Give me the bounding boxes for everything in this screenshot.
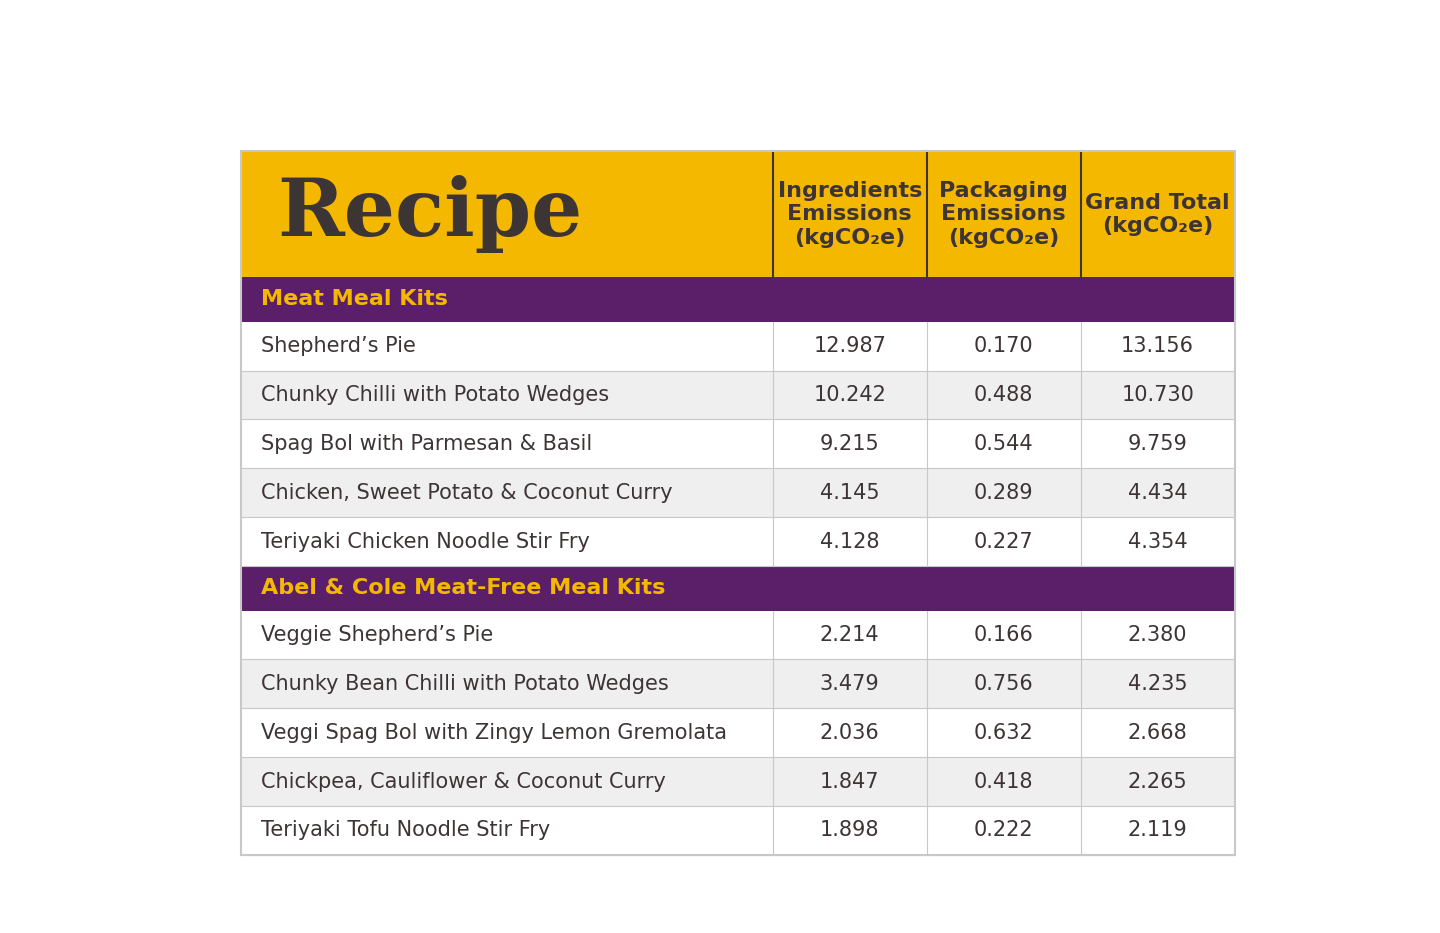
Text: 4.434: 4.434 <box>1128 482 1188 503</box>
Text: 0.170: 0.170 <box>973 336 1034 356</box>
Bar <box>242 757 1234 806</box>
Text: 0.544: 0.544 <box>973 434 1034 453</box>
Text: Teriyaki Tofu Noodle Stir Fry: Teriyaki Tofu Noodle Stir Fry <box>262 820 550 841</box>
Text: 3.479: 3.479 <box>819 674 880 694</box>
Text: Teriyaki Chicken Noodle Stir Fry: Teriyaki Chicken Noodle Stir Fry <box>262 532 590 551</box>
Text: Ingredients
Emissions
(kgCO₂e): Ingredients Emissions (kgCO₂e) <box>778 181 922 247</box>
Text: Recipe: Recipe <box>276 175 582 254</box>
Text: 10.730: 10.730 <box>1122 385 1194 405</box>
Text: 0.289: 0.289 <box>973 482 1034 503</box>
Text: Chickpea, Cauliflower & Coconut Curry: Chickpea, Cauliflower & Coconut Curry <box>262 772 667 791</box>
Text: 13.156: 13.156 <box>1122 336 1194 356</box>
Text: Chicken, Sweet Potato & Coconut Curry: Chicken, Sweet Potato & Coconut Curry <box>262 482 672 503</box>
Text: 0.222: 0.222 <box>973 820 1034 841</box>
Text: Shepherd’s Pie: Shepherd’s Pie <box>262 336 416 356</box>
Bar <box>242 708 1234 757</box>
Text: Spag Bol with Parmesan & Basil: Spag Bol with Parmesan & Basil <box>262 434 593 453</box>
Bar <box>242 151 1234 855</box>
Text: 12.987: 12.987 <box>814 336 886 356</box>
Text: 2.036: 2.036 <box>819 723 880 743</box>
Text: 0.227: 0.227 <box>973 532 1034 551</box>
Text: 0.418: 0.418 <box>973 772 1034 791</box>
Bar <box>242 322 1234 370</box>
Text: 2.265: 2.265 <box>1128 772 1188 791</box>
Text: 4.235: 4.235 <box>1128 674 1188 694</box>
Text: 0.166: 0.166 <box>973 625 1034 645</box>
Text: Grand Total
(kgCO₂e): Grand Total (kgCO₂e) <box>1086 193 1230 236</box>
Text: Chunky Chilli with Potato Wedges: Chunky Chilli with Potato Wedges <box>262 385 609 405</box>
Bar <box>242 468 1234 517</box>
Bar <box>242 420 1234 468</box>
Text: 1.847: 1.847 <box>819 772 880 791</box>
Text: 2.214: 2.214 <box>819 625 880 645</box>
Text: 4.145: 4.145 <box>819 482 880 503</box>
Text: Packaging
Emissions
(kgCO₂e): Packaging Emissions (kgCO₂e) <box>939 181 1068 247</box>
Bar <box>242 277 1234 322</box>
Text: Veggie Shepherd’s Pie: Veggie Shepherd’s Pie <box>262 625 494 645</box>
Bar <box>242 806 1234 855</box>
Text: 9.215: 9.215 <box>819 434 880 453</box>
Text: 0.488: 0.488 <box>973 385 1034 405</box>
Text: 4.354: 4.354 <box>1128 532 1188 551</box>
Bar <box>242 517 1234 566</box>
Text: 2.380: 2.380 <box>1128 625 1188 645</box>
Bar <box>242 660 1234 708</box>
Bar <box>242 610 1234 660</box>
Text: 4.128: 4.128 <box>819 532 880 551</box>
Text: 1.898: 1.898 <box>819 820 880 841</box>
Text: 10.242: 10.242 <box>814 385 886 405</box>
Bar <box>242 566 1234 610</box>
Text: Chunky Bean Chilli with Potato Wedges: Chunky Bean Chilli with Potato Wedges <box>262 674 670 694</box>
Text: 0.632: 0.632 <box>973 723 1034 743</box>
Bar <box>242 151 1234 277</box>
Text: Abel & Cole Meat-Free Meal Kits: Abel & Cole Meat-Free Meal Kits <box>262 578 665 598</box>
Text: 9.759: 9.759 <box>1128 434 1188 453</box>
Text: Veggi Spag Bol with Zingy Lemon Gremolata: Veggi Spag Bol with Zingy Lemon Gremolat… <box>262 723 727 743</box>
Text: 0.756: 0.756 <box>973 674 1034 694</box>
Text: 2.119: 2.119 <box>1128 820 1188 841</box>
Bar <box>242 370 1234 420</box>
Text: 2.668: 2.668 <box>1128 723 1188 743</box>
Text: Meat Meal Kits: Meat Meal Kits <box>262 289 448 310</box>
